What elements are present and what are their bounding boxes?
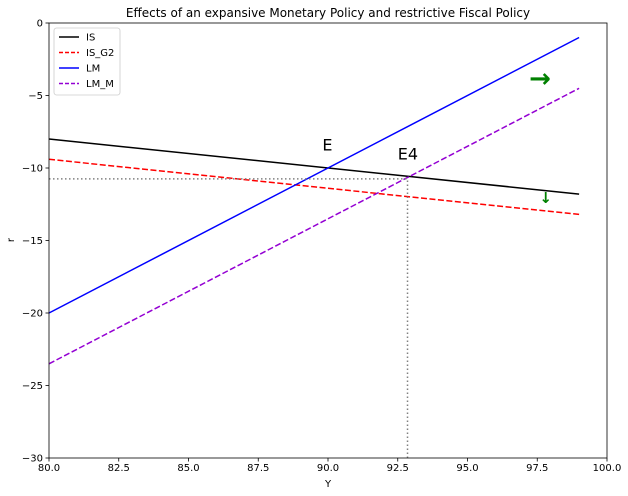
x-tick-label: 85.0 (177, 463, 199, 474)
legend-label-is-g2: IS_G2 (86, 48, 114, 59)
legend-label-is: IS (86, 33, 95, 44)
x-tick-label: 92.5 (387, 463, 409, 474)
x-tick-label: 95.0 (456, 463, 478, 474)
series-line-lm-m (48, 87, 580, 365)
legend-box (53, 27, 121, 96)
y-tick-label: −25 (22, 381, 43, 392)
y-tick-label: −20 (22, 309, 43, 320)
shift-arrow-is-shift: ↓ (539, 189, 552, 207)
x-tick-label: 90.0 (317, 463, 339, 474)
series-line-lm (48, 36, 580, 314)
y-axis-label: r (6, 237, 17, 242)
x-tick-label: 82.5 (108, 463, 130, 474)
annotation-e4: E4 (398, 144, 418, 163)
annotation-e: E (322, 136, 332, 155)
y-tick-label: −5 (28, 91, 43, 102)
legend-label-lm: LM (86, 64, 100, 75)
shift-arrow-lm-shift: → (529, 64, 551, 94)
x-tick-label: 80.0 (38, 463, 60, 474)
x-axis-label: Y (324, 479, 332, 490)
legend-label-lm-m: LM_M (86, 79, 114, 90)
x-tick-label: 100.0 (593, 463, 622, 474)
x-tick-label: 87.5 (247, 463, 269, 474)
y-tick-label: 0 (37, 19, 43, 30)
y-tick-label: −15 (22, 236, 43, 247)
chart-title: Effects of an expansive Monetary Policy … (126, 6, 530, 20)
x-tick-label: 97.5 (526, 463, 548, 474)
series-line-is (48, 138, 580, 195)
y-tick-label: −30 (22, 454, 43, 465)
y-tick-label: −10 (22, 164, 43, 175)
plot-area: E E4 → ↓ 80.0 82.5 85.0 87.5 90.0 92.5 95.0 97.5 100… (22, 19, 621, 475)
series-line-is-g2 (48, 158, 580, 216)
